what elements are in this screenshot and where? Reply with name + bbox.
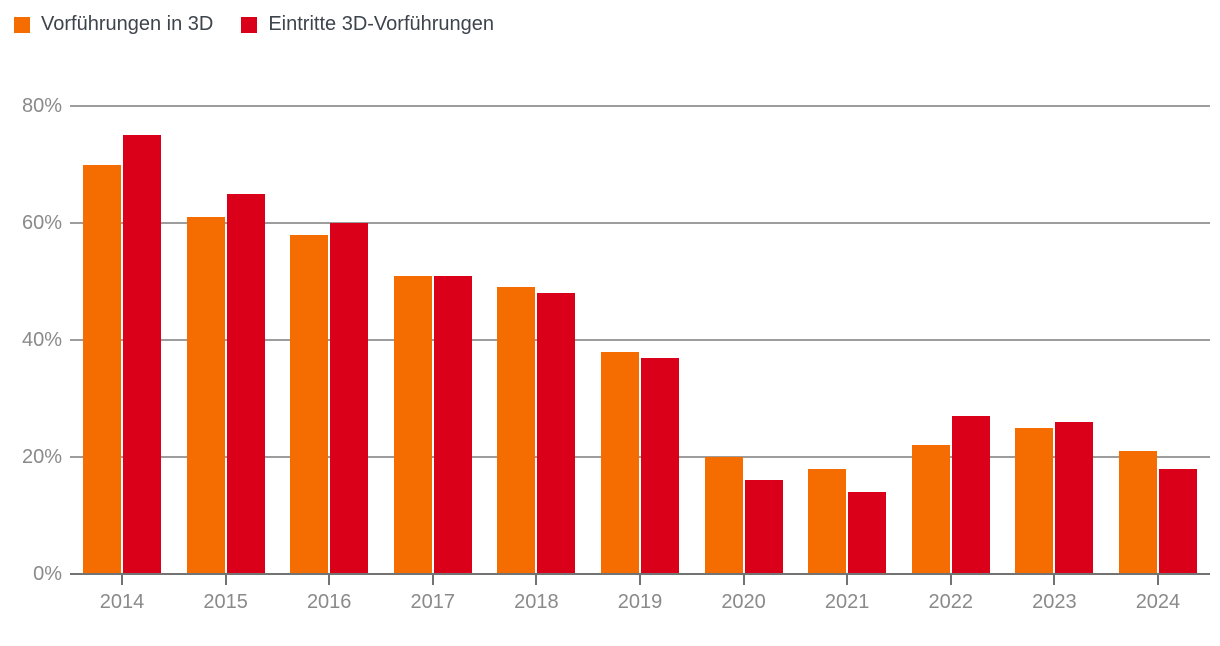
x-axis-tick-2024 bbox=[1156, 575, 1159, 585]
bar-eintritte-2014 bbox=[123, 135, 161, 574]
x-axis-line bbox=[70, 573, 1210, 575]
bar-vorfuehrungen-2014 bbox=[83, 164, 121, 574]
bar-group-2021 bbox=[808, 106, 887, 585]
bar-eintritte-2016 bbox=[330, 223, 369, 574]
x-axis-tick-2022 bbox=[949, 575, 952, 585]
bar-group-2016 bbox=[290, 106, 369, 585]
bar-group-2023 bbox=[1015, 106, 1094, 585]
legend-label-vorfuehrungen: Vorführungen in 3D bbox=[41, 13, 214, 35]
x-axis-label-2023: 2023 bbox=[1032, 591, 1077, 613]
x-axis-tick-2014 bbox=[121, 575, 123, 585]
legend-swatch-orange-icon bbox=[14, 16, 30, 33]
x-axis-label-2024: 2024 bbox=[1135, 591, 1181, 613]
y-axis-tick-label-80: 80% bbox=[21, 95, 62, 117]
bar-vorfuehrungen-2023 bbox=[1015, 427, 1054, 574]
bar-eintritte-2024 bbox=[1158, 468, 1197, 574]
y-axis-tick-label-60: 60% bbox=[21, 212, 62, 234]
x-axis-tick-2020 bbox=[742, 575, 745, 585]
plot-area bbox=[70, 105, 1210, 585]
bar-group-2022 bbox=[911, 106, 990, 585]
x-axis-tick-2018 bbox=[535, 575, 538, 585]
gridline-20 bbox=[70, 456, 1210, 458]
x-axis-tick-2023 bbox=[1053, 575, 1056, 585]
bar-groups bbox=[70, 106, 1210, 585]
bar-vorfuehrungen-2019 bbox=[600, 351, 639, 574]
bar-group-2014 bbox=[83, 106, 161, 585]
x-axis-label-2018: 2018 bbox=[514, 591, 559, 613]
x-axis-tick-2019 bbox=[638, 575, 641, 585]
bar-group-2015 bbox=[186, 106, 265, 585]
bar-vorfuehrungen-2021 bbox=[808, 468, 847, 574]
x-axis-label-2016: 2016 bbox=[306, 591, 352, 613]
bar-vorfuehrungen-2020 bbox=[704, 457, 743, 574]
bar-eintritte-2017 bbox=[433, 275, 472, 574]
bar-eintritte-2020 bbox=[744, 480, 783, 574]
x-axis-label-2022: 2022 bbox=[928, 591, 974, 613]
legend-label-eintritte: Eintritte 3D-Vorführungen bbox=[268, 13, 495, 35]
bar-group-2017 bbox=[393, 106, 472, 585]
bar-eintritte-2021 bbox=[848, 492, 887, 574]
legend-item-vorfuehrungen: Vorführungen in 3D bbox=[14, 13, 213, 36]
bar-vorfuehrungen-2017 bbox=[393, 275, 432, 574]
gridline-80 bbox=[70, 105, 1210, 107]
legend-swatch-red-icon bbox=[241, 16, 258, 33]
bar-group-2020 bbox=[704, 106, 783, 585]
legend: Vorführungen in 3D Eintritte 3D-Vorführu… bbox=[14, 13, 494, 36]
x-axis-label-2019: 2019 bbox=[617, 591, 663, 613]
x-axis-tick-2021 bbox=[846, 575, 849, 585]
bar-eintritte-2019 bbox=[640, 357, 679, 574]
bar-vorfuehrungen-2015 bbox=[186, 217, 225, 574]
bar-eintritte-2015 bbox=[226, 193, 265, 574]
y-axis-tick-label-0: 0% bbox=[33, 563, 62, 585]
x-axis-labels: 2014 2015 2016 2017 2018 2019 2020 2021 2022 2023… bbox=[70, 591, 1210, 614]
y-axis-tick-label-40: 40% bbox=[21, 329, 62, 351]
bar-eintritte-2018 bbox=[537, 293, 576, 574]
bar-group-2018 bbox=[497, 106, 576, 585]
x-axis-label-2020: 2020 bbox=[721, 591, 766, 613]
bar-group-2019 bbox=[600, 106, 679, 585]
x-axis-tick-2017 bbox=[431, 575, 434, 585]
x-axis-tick-2016 bbox=[328, 575, 331, 585]
x-axis-label-2021: 2021 bbox=[824, 591, 870, 613]
gridline-40 bbox=[70, 339, 1210, 341]
x-axis-tick-2015 bbox=[224, 575, 227, 585]
bar-vorfuehrungen-2022 bbox=[911, 445, 950, 574]
bar-eintritte-2022 bbox=[951, 416, 990, 574]
x-axis-label-2017: 2017 bbox=[410, 591, 456, 613]
legend-item-eintritte: Eintritte 3D-Vorführungen bbox=[241, 13, 494, 36]
y-axis-tick-label-20: 20% bbox=[21, 446, 62, 468]
bar-vorfuehrungen-2024 bbox=[1118, 451, 1157, 574]
bar-vorfuehrungen-2018 bbox=[497, 287, 536, 574]
x-axis-label-2015: 2015 bbox=[203, 591, 248, 613]
x-axis-label-2014: 2014 bbox=[99, 591, 145, 613]
bar-eintritte-2023 bbox=[1055, 421, 1094, 574]
bar-group-2024 bbox=[1118, 106, 1197, 585]
gridline-60 bbox=[70, 222, 1210, 224]
bar-vorfuehrungen-2016 bbox=[290, 234, 329, 574]
